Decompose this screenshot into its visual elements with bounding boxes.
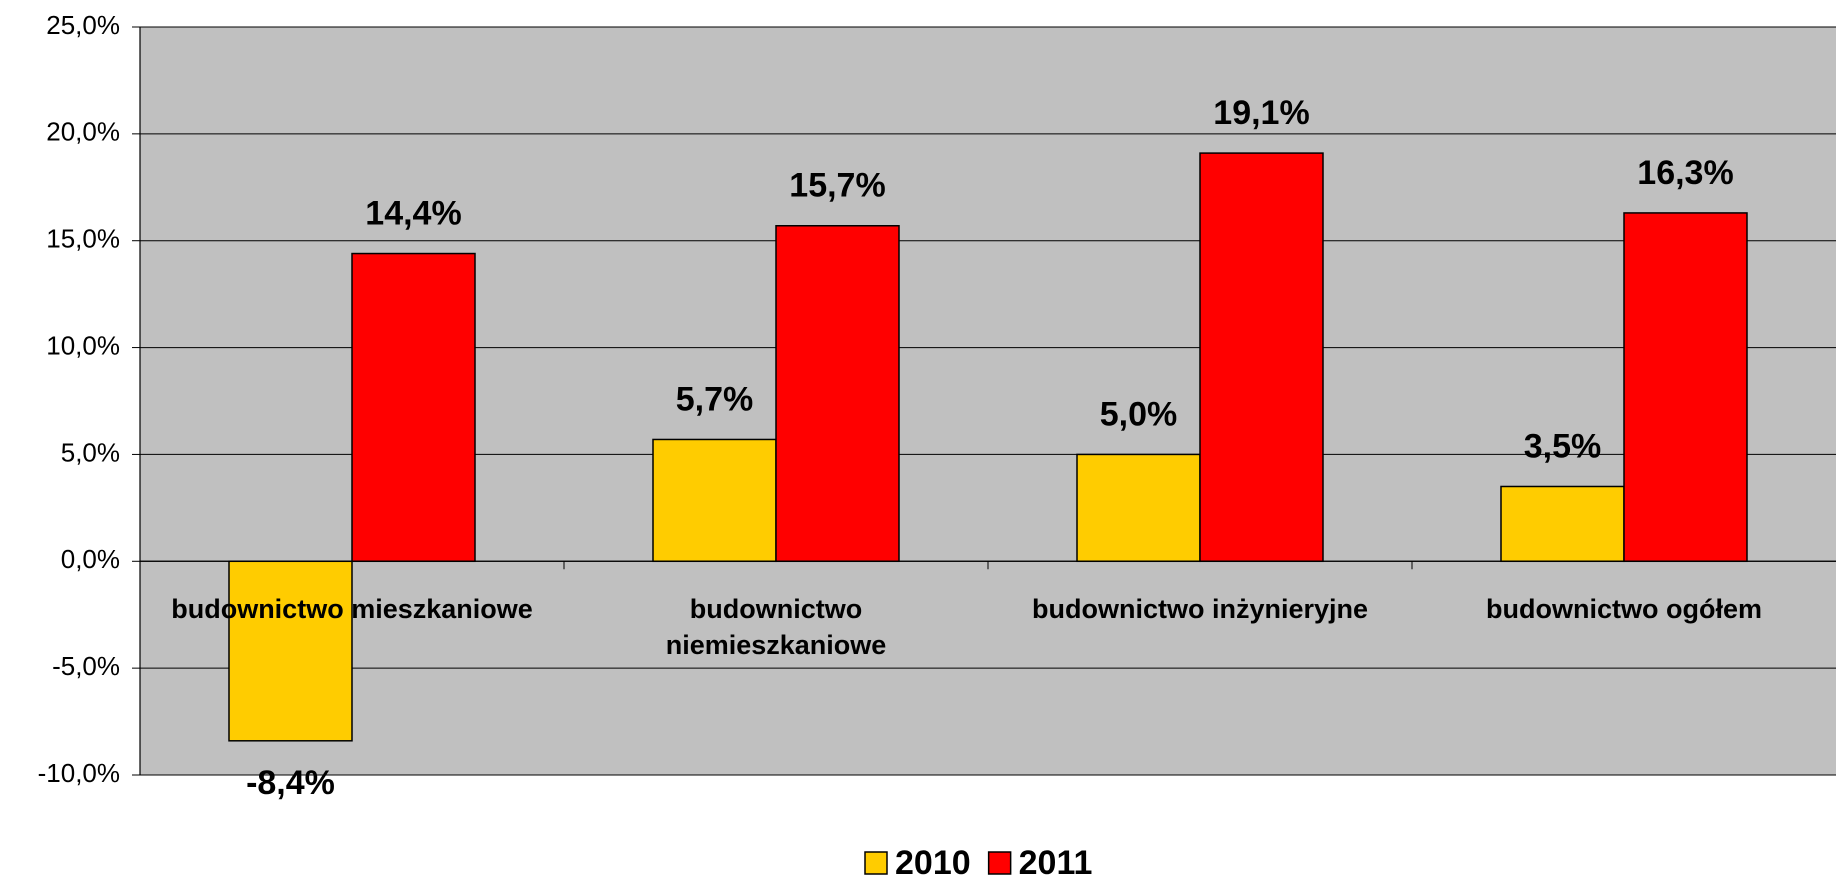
legend-label: 2010 bbox=[895, 844, 971, 878]
value-label: 16,3% bbox=[1637, 154, 1733, 192]
y-tick-label: 5,0% bbox=[61, 437, 120, 467]
x-tick-label: budownictwo inżynieryjne bbox=[1031, 594, 1369, 625]
value-label: 14,4% bbox=[365, 195, 461, 233]
y-tick-label: 25,0% bbox=[46, 10, 120, 40]
bar bbox=[652, 438, 777, 563]
x-tick-label: budownictwo niemieszkaniowe bbox=[665, 594, 887, 661]
legend-label: 2011 bbox=[1019, 844, 1093, 878]
value-label: 3,5% bbox=[1524, 427, 1602, 465]
value-label: 5,0% bbox=[1100, 395, 1178, 433]
bar bbox=[1199, 152, 1324, 563]
value-label: 19,1% bbox=[1213, 94, 1309, 132]
y-tick-label: -10,0% bbox=[38, 758, 120, 788]
value-label: 5,7% bbox=[676, 380, 754, 418]
y-tick-label: 0,0% bbox=[61, 544, 120, 574]
bar bbox=[228, 560, 353, 742]
x-tick-label: budownictwo ogółem bbox=[1486, 594, 1762, 625]
x-tick-label: budownictwo mieszkaniowe bbox=[171, 594, 533, 625]
y-tick-label: 10,0% bbox=[46, 330, 120, 360]
bar bbox=[1500, 485, 1625, 563]
y-tick-label: 15,0% bbox=[46, 224, 120, 254]
legend-swatch bbox=[987, 851, 1012, 875]
value-label: -8,4% bbox=[246, 764, 335, 802]
bar bbox=[1076, 453, 1201, 563]
y-tick-label: 20,0% bbox=[46, 117, 120, 147]
legend-swatch bbox=[864, 851, 888, 875]
bar bbox=[775, 225, 900, 563]
y-tick-label: -5,0% bbox=[52, 651, 120, 681]
bar bbox=[1623, 212, 1748, 563]
value-label: 15,7% bbox=[789, 167, 885, 205]
bar bbox=[351, 252, 476, 563]
